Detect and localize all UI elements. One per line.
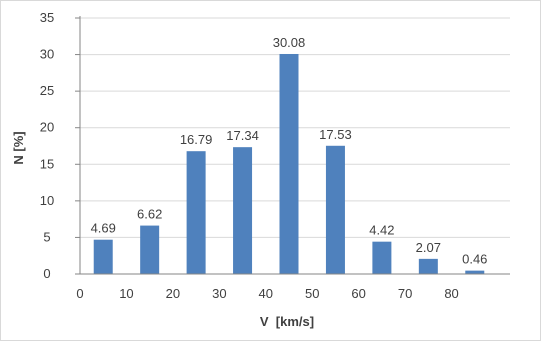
- x-tick-labels: 0 10 20 30 40 50 60 70 80: [76, 286, 458, 301]
- x-tick-label: 20: [166, 286, 180, 301]
- y-tick-label: 25: [40, 83, 54, 98]
- y-tick-label: 10: [40, 193, 54, 208]
- x-tick-label: 30: [212, 286, 226, 301]
- axes: [75, 16, 510, 275]
- data-label: 4.69: [91, 221, 116, 236]
- x-tick-label: 0: [76, 286, 83, 301]
- data-label: 17.53: [319, 127, 352, 142]
- bar: [372, 241, 392, 274]
- bars: [93, 53, 485, 275]
- bar: [325, 145, 345, 274]
- y-tick-label: 0: [43, 266, 50, 281]
- data-label: 16.79: [180, 132, 213, 147]
- x-tick-label: 40: [259, 286, 273, 301]
- data-label: 2.07: [416, 240, 441, 255]
- x-tick-label: 80: [444, 286, 458, 301]
- data-label: 6.62: [137, 207, 162, 222]
- bar: [418, 258, 438, 274]
- data-labels: 4.69 6.62 16.79 17.34 30.08 17.53 4.42 2.07 0.46: [91, 35, 488, 267]
- x-tick-label: 60: [351, 286, 365, 301]
- y-axis-title: N [%]: [11, 131, 26, 164]
- data-label: 17.34: [226, 128, 259, 143]
- bar: [140, 225, 160, 274]
- data-label: 4.42: [369, 223, 394, 238]
- x-axis-title: V [km/s]: [260, 314, 314, 329]
- y-tick-label: 35: [40, 10, 54, 25]
- y-tick-label: 5: [43, 229, 50, 244]
- bar: [465, 270, 485, 274]
- y-tick-label: 30: [40, 47, 54, 62]
- y-tick-labels: 0 5 10 15 20 25 30 35: [40, 10, 54, 281]
- data-label: 30.08: [273, 35, 306, 50]
- bar: [186, 151, 206, 274]
- bar: [233, 147, 253, 274]
- y-tick-label: 20: [40, 120, 54, 135]
- bar: [279, 53, 299, 275]
- y-tick-label: 15: [40, 156, 54, 171]
- x-tick-label: 70: [398, 286, 412, 301]
- data-label: 0.46: [462, 252, 487, 267]
- x-tick-label: 10: [119, 286, 133, 301]
- x-tick-label: 50: [305, 286, 319, 301]
- bar: [93, 239, 113, 274]
